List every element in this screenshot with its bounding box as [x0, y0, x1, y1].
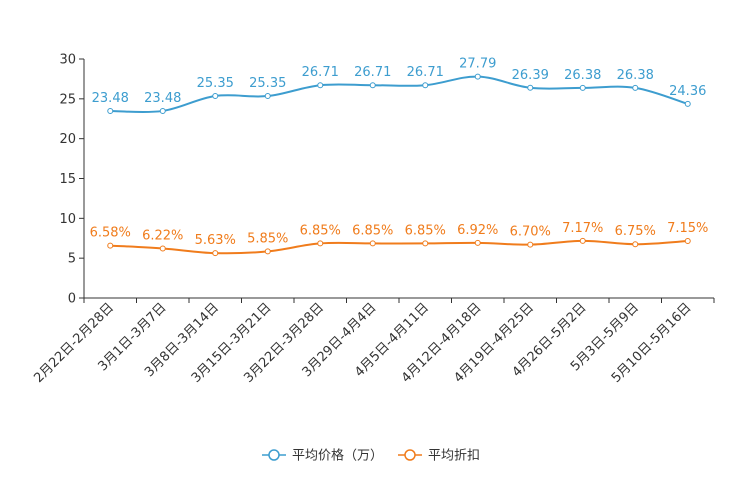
data-label: 26.71: [302, 65, 339, 80]
y-tick-label: 0: [68, 292, 76, 307]
data-label: 23.48: [92, 91, 129, 106]
data-point: [107, 242, 114, 249]
data-point: [159, 245, 166, 252]
legend-label: 平均价格（万）: [292, 448, 383, 464]
chart-legend: 平均价格（万） 平均折扣: [262, 448, 480, 464]
data-point: [422, 240, 429, 247]
data-point: [369, 82, 376, 89]
data-point: [422, 82, 429, 89]
data-label: 23.48: [144, 91, 181, 106]
series-avg-price: 23.48 23.48 25.35 25.35 26.71 26.71 26.71 27.79…: [92, 57, 706, 114]
data-point: [684, 100, 691, 107]
legend-item: 平均折扣: [398, 449, 480, 464]
y-tick-label: 10: [59, 212, 76, 227]
data-point: [632, 84, 639, 91]
data-label: 6.92%: [457, 223, 498, 238]
data-point: [107, 107, 114, 114]
legend-item: 平均价格（万）: [262, 448, 383, 464]
data-point: [632, 241, 639, 248]
data-point: [264, 93, 271, 100]
data-point: [527, 84, 534, 91]
data-label: 26.39: [512, 68, 549, 83]
data-point: [212, 93, 219, 100]
data-label: 7.15%: [667, 221, 708, 236]
data-point: [474, 239, 481, 246]
data-label: 26.71: [407, 65, 444, 80]
data-point: [264, 248, 271, 255]
data-label: 5.85%: [247, 231, 288, 246]
data-point: [579, 237, 586, 244]
series-line: [110, 239, 688, 255]
data-label: 26.71: [354, 65, 391, 80]
data-point: [212, 250, 219, 257]
data-label: 25.35: [197, 76, 234, 91]
data-point: [317, 82, 324, 89]
data-label: 6.58%: [90, 226, 131, 241]
data-point: [474, 73, 481, 80]
data-label: 6.22%: [142, 228, 183, 243]
legend-marker: [268, 449, 280, 461]
data-label: 6.85%: [405, 223, 446, 238]
data-label: 25.35: [249, 76, 286, 91]
data-label: 6.70%: [510, 225, 551, 240]
y-tick-label: 15: [59, 172, 76, 187]
data-point: [369, 240, 376, 247]
y-tick-label: 25: [59, 92, 76, 107]
data-label: 26.38: [564, 68, 601, 83]
legend-label: 平均折扣: [428, 449, 480, 464]
data-label: 5.63%: [195, 233, 236, 248]
data-point: [317, 240, 324, 247]
data-label: 7.17%: [562, 221, 603, 236]
data-point: [159, 107, 166, 114]
data-point: [684, 238, 691, 245]
chart-series: 23.48 23.48 25.35 25.35 26.71 26.71 26.71 27.79…: [90, 57, 708, 257]
y-tick-label: 30: [59, 53, 76, 68]
data-label: 27.79: [459, 57, 496, 72]
series-avg-discount: 6.58% 6.22% 5.63% 5.85% 6.85% 6.85% 6.85% 6.92%…: [90, 221, 708, 257]
data-label: 24.36: [669, 84, 706, 99]
data-label: 26.38: [617, 68, 654, 83]
data-label: 6.85%: [352, 223, 393, 238]
y-tick-label: 20: [59, 132, 76, 147]
data-label: 6.85%: [300, 223, 341, 238]
data-point: [527, 241, 534, 248]
y-tick-label: 5: [68, 252, 76, 267]
legend-marker: [404, 449, 416, 461]
series-line: [110, 75, 689, 114]
chart-axes: 0510152025302月22日-2月28日3月1日-3月7日3月8日-3月1…: [31, 53, 715, 386]
data-label: 6.75%: [615, 224, 656, 239]
data-point: [579, 84, 586, 91]
